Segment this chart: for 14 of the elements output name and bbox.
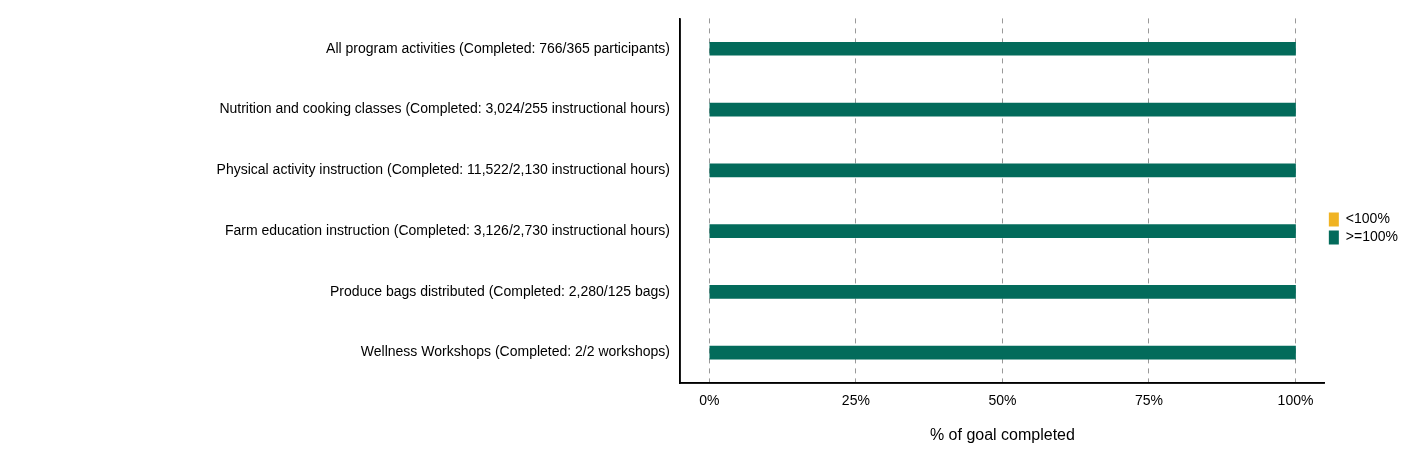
x-tick-label: 0% bbox=[699, 392, 720, 409]
y-tick-label: Wellness Workshops (Completed: 2/2 workshops) bbox=[360, 343, 670, 360]
x-tick-label: 75% bbox=[1134, 392, 1163, 409]
y-tick-label: Physical activity instruction (Completed: 11,522/2,130 instructional hours) bbox=[216, 161, 670, 178]
x-tick-label: 100% bbox=[1277, 392, 1314, 409]
y-tick-label: Farm education instruction (Completed: 3,126/2,730 instructional hours) bbox=[224, 221, 670, 238]
y-tick-label: Nutrition and cooking classes (Completed: 3,024/255 instructional hours) bbox=[219, 100, 670, 117]
legend-label: <100% bbox=[1345, 210, 1390, 227]
legend-label: >=100% bbox=[1345, 228, 1399, 245]
x-tick-label: 50% bbox=[988, 392, 1017, 409]
x-tick-label: 25% bbox=[841, 392, 870, 409]
x-axis-title: % of goal completed bbox=[929, 425, 1075, 443]
y-tick-label: Produce bags distributed (Completed: 2,280/125 bags) bbox=[329, 282, 670, 299]
y-tick-label: All program activities (Completed: 766/365 participants) bbox=[326, 39, 670, 56]
